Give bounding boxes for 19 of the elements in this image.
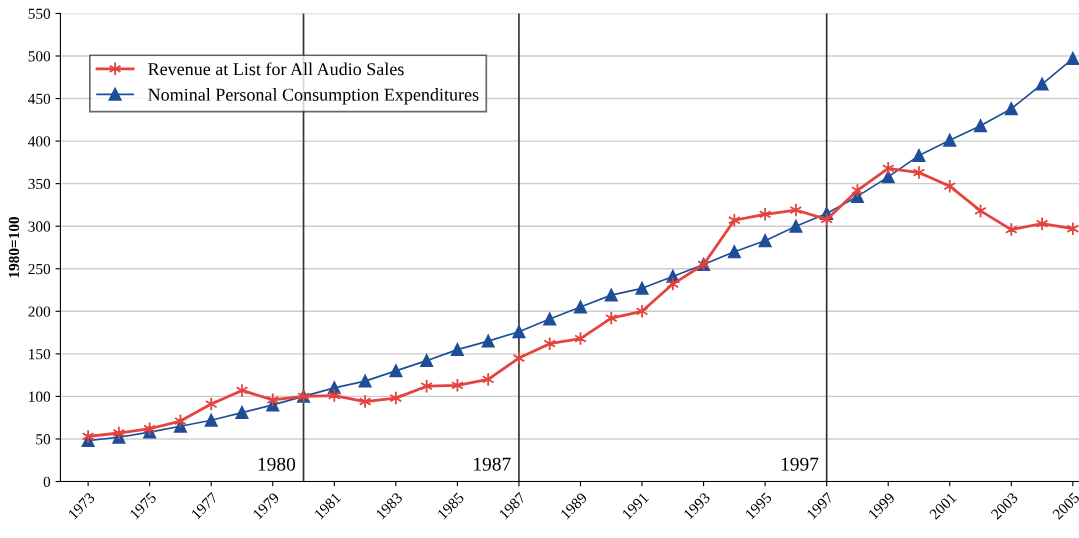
y-axis-title: 1980=100 bbox=[8, 216, 20, 278]
y-tick-label: 150 bbox=[29, 349, 51, 360]
y-tick-label: 400 bbox=[28, 136, 51, 147]
legend-label: Nominal Personal Consumption Expenditures bbox=[148, 88, 479, 105]
y-tick-label: 250 bbox=[28, 263, 51, 275]
x-tick-label: 1991 bbox=[621, 492, 649, 520]
y-tick-label: 200 bbox=[28, 306, 51, 317]
legend-label: Revenue at List for All Audio Sales bbox=[148, 62, 404, 76]
ref-line-label: 1987 bbox=[474, 457, 511, 471]
y-tick-label: 500 bbox=[28, 51, 51, 62]
y-tick-label: 450 bbox=[28, 93, 51, 104]
y-tick-label: 100 bbox=[29, 391, 51, 402]
ref-line-label: 1997 bbox=[781, 457, 819, 471]
y-tick-label: 550 bbox=[28, 8, 51, 19]
y-tick-label: 300 bbox=[28, 221, 51, 232]
ref-line-label: 1980 bbox=[258, 457, 296, 471]
y-tick-label: 350 bbox=[28, 178, 51, 190]
y-tick-label: 50 bbox=[36, 434, 51, 445]
y-tick-label: 0 bbox=[43, 476, 51, 487]
